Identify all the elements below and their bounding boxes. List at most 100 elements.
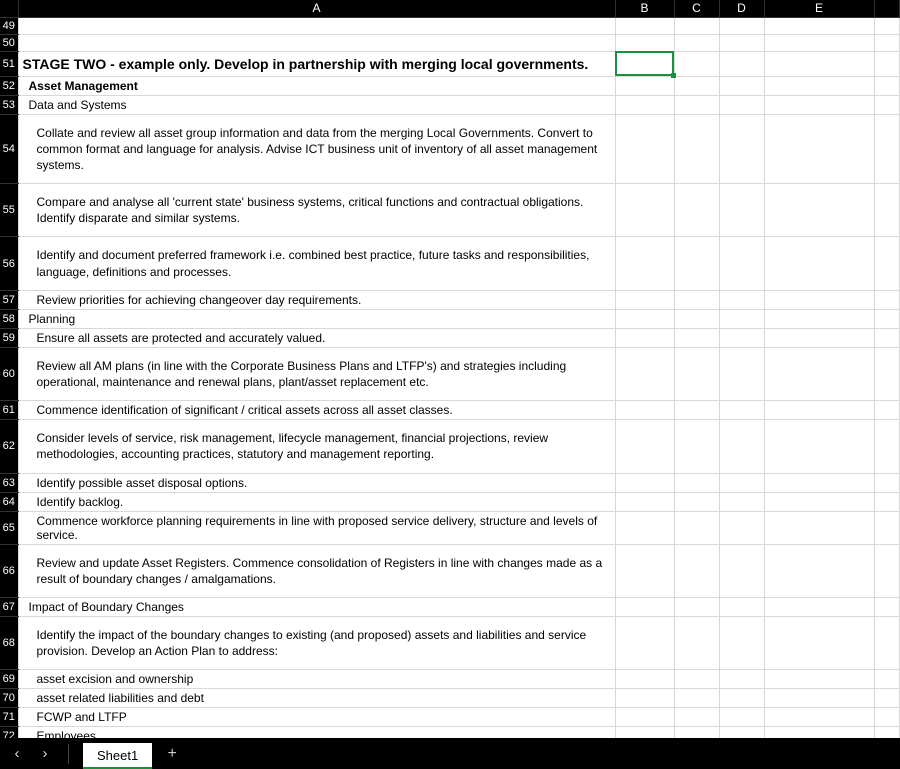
cell[interactable] xyxy=(719,237,764,290)
cell[interactable] xyxy=(719,114,764,184)
cell[interactable] xyxy=(764,290,874,309)
column-header-row[interactable]: A B C D E xyxy=(0,0,900,17)
cell[interactable] xyxy=(764,420,874,473)
cell[interactable] xyxy=(674,401,719,420)
cell[interactable] xyxy=(764,51,874,76)
cell[interactable] xyxy=(719,347,764,400)
next-sheet-button[interactable]: › xyxy=(36,745,54,762)
row-header[interactable]: 72 xyxy=(0,727,18,738)
cell[interactable] xyxy=(615,401,674,420)
row-header[interactable]: 57 xyxy=(0,290,18,309)
cell[interactable] xyxy=(874,347,900,400)
row-header[interactable]: 60 xyxy=(0,347,18,400)
cell[interactable] xyxy=(764,616,874,669)
row-header[interactable]: 49 xyxy=(0,17,18,34)
column-header-c[interactable]: C xyxy=(674,0,719,17)
cell[interactable] xyxy=(674,420,719,473)
row-header[interactable]: 62 xyxy=(0,420,18,473)
cell-a[interactable]: Identify possible asset disposal options… xyxy=(18,473,615,492)
spreadsheet-grid[interactable]: A B C D E 495051STAGE TWO - example only… xyxy=(0,0,900,738)
cell[interactable] xyxy=(719,290,764,309)
column-header-b[interactable]: B xyxy=(615,0,674,17)
cell[interactable] xyxy=(615,492,674,511)
cell[interactable] xyxy=(764,727,874,738)
cell[interactable] xyxy=(719,328,764,347)
cell[interactable] xyxy=(674,290,719,309)
cell[interactable] xyxy=(674,544,719,597)
cell[interactable] xyxy=(764,492,874,511)
cell[interactable] xyxy=(674,347,719,400)
column-header-a[interactable]: A xyxy=(18,0,615,17)
cell[interactable] xyxy=(674,328,719,347)
cell[interactable] xyxy=(674,51,719,76)
cell[interactable] xyxy=(764,76,874,95)
cell[interactable] xyxy=(874,708,900,727)
cell[interactable] xyxy=(615,328,674,347)
row-header[interactable]: 59 xyxy=(0,328,18,347)
cell[interactable] xyxy=(764,544,874,597)
cell[interactable] xyxy=(764,347,874,400)
cell[interactable] xyxy=(764,473,874,492)
cell[interactable] xyxy=(764,114,874,184)
cell[interactable] xyxy=(674,511,719,544)
row-header[interactable]: 70 xyxy=(0,689,18,708)
prev-sheet-button[interactable]: ‹ xyxy=(8,745,26,762)
cell[interactable] xyxy=(874,17,900,34)
cell[interactable] xyxy=(615,51,674,76)
cell-a[interactable]: asset excision and ownership xyxy=(18,670,615,689)
cell[interactable] xyxy=(719,544,764,597)
cell[interactable] xyxy=(615,597,674,616)
column-header-overflow[interactable] xyxy=(874,0,900,17)
cell-a[interactable]: Identify the impact of the boundary chan… xyxy=(18,616,615,669)
sheet-tab-sheet1[interactable]: Sheet1 xyxy=(83,743,152,769)
cell[interactable] xyxy=(674,616,719,669)
cell[interactable] xyxy=(719,492,764,511)
cell[interactable] xyxy=(719,34,764,51)
row-header[interactable]: 66 xyxy=(0,544,18,597)
cell[interactable] xyxy=(674,184,719,237)
cell[interactable] xyxy=(874,689,900,708)
cell[interactable] xyxy=(874,511,900,544)
cell-a[interactable]: Data and Systems xyxy=(18,95,615,114)
cell[interactable] xyxy=(615,347,674,400)
cell[interactable] xyxy=(615,544,674,597)
cell[interactable] xyxy=(674,309,719,328)
row-header[interactable]: 56 xyxy=(0,237,18,290)
cell[interactable] xyxy=(674,95,719,114)
cell[interactable] xyxy=(764,511,874,544)
cell-a[interactable] xyxy=(18,17,615,34)
cell[interactable] xyxy=(719,670,764,689)
cell[interactable] xyxy=(874,597,900,616)
cell-a[interactable]: Impact of Boundary Changes xyxy=(18,597,615,616)
cell-a[interactable]: Identify and document preferred framewor… xyxy=(18,237,615,290)
cell-a[interactable]: Identify backlog. xyxy=(18,492,615,511)
cell[interactable] xyxy=(674,492,719,511)
cell-a[interactable] xyxy=(18,34,615,51)
cell[interactable] xyxy=(874,309,900,328)
cell[interactable] xyxy=(674,17,719,34)
cell[interactable] xyxy=(719,95,764,114)
row-header[interactable]: 64 xyxy=(0,492,18,511)
cell-a[interactable]: Review priorities for achieving changeov… xyxy=(18,290,615,309)
row-header[interactable]: 61 xyxy=(0,401,18,420)
cell[interactable] xyxy=(615,95,674,114)
row-header[interactable]: 51 xyxy=(0,51,18,76)
cell[interactable] xyxy=(719,616,764,669)
cell[interactable] xyxy=(874,34,900,51)
cell[interactable] xyxy=(719,51,764,76)
cell[interactable] xyxy=(615,420,674,473)
cell[interactable] xyxy=(764,309,874,328)
cell[interactable] xyxy=(764,17,874,34)
column-header-d[interactable]: D xyxy=(719,0,764,17)
cell-a[interactable]: STAGE TWO - example only. Develop in par… xyxy=(18,51,615,76)
cell[interactable] xyxy=(615,34,674,51)
cell[interactable] xyxy=(874,290,900,309)
cell[interactable] xyxy=(874,420,900,473)
cell[interactable] xyxy=(615,616,674,669)
cell[interactable] xyxy=(615,184,674,237)
cell[interactable] xyxy=(874,727,900,738)
cell-a[interactable]: Commence identification of significant /… xyxy=(18,401,615,420)
cell[interactable] xyxy=(719,76,764,95)
cell-a[interactable]: asset related liabilities and debt xyxy=(18,689,615,708)
cell[interactable] xyxy=(719,184,764,237)
